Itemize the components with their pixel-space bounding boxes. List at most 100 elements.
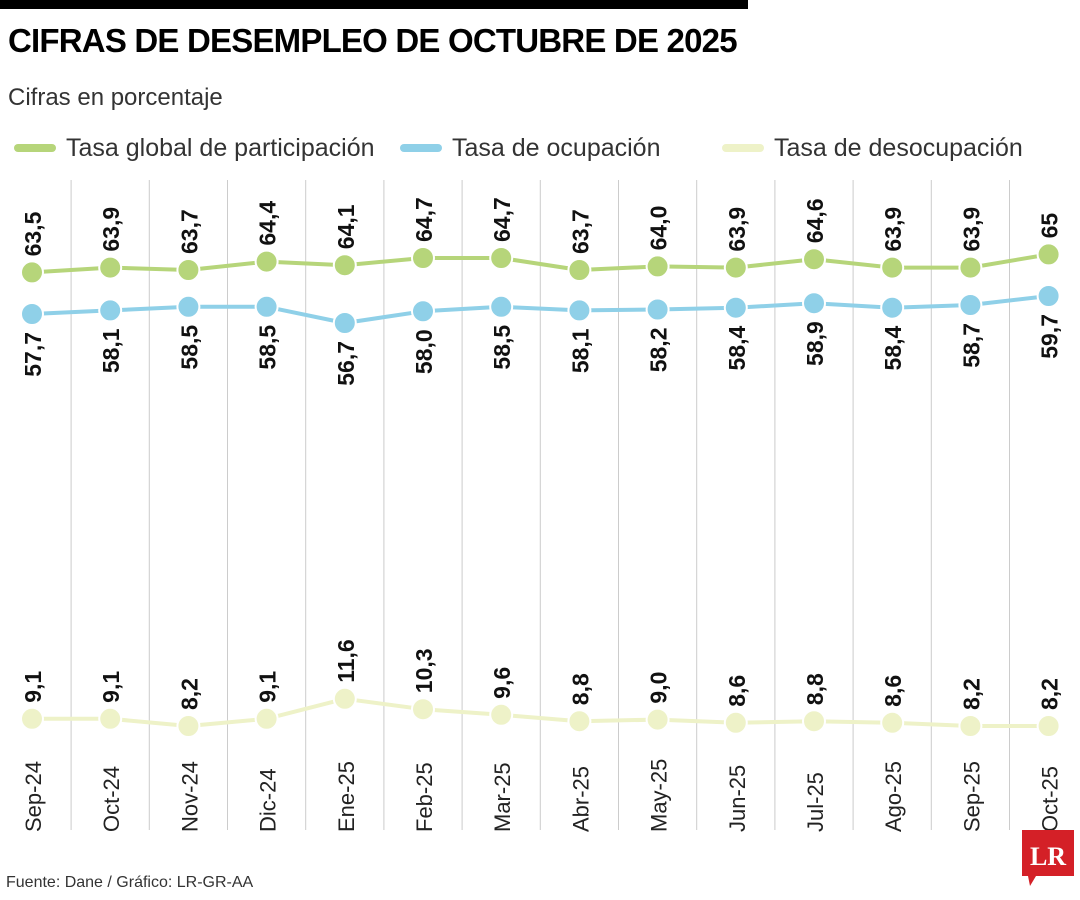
data-label-ocupacion: 59,7 [1037, 314, 1063, 359]
data-point-global [411, 246, 435, 270]
data-point-desocupacion [332, 686, 357, 711]
x-tick-label: Sep-25 [959, 761, 984, 832]
top-rule [0, 0, 748, 9]
data-point-desocupacion [958, 714, 983, 738]
data-label-desocupacion: 8,2 [176, 678, 202, 710]
x-tick-label: Dic-24 [256, 768, 281, 832]
data-point-global [332, 253, 357, 278]
series-line-global [31, 252, 1049, 275]
legend-label-global: Tasa global de participación [66, 133, 375, 162]
data-label-ocupacion: 58,4 [724, 325, 750, 370]
data-label-global: 64,7 [411, 197, 437, 242]
data-point-desocupacion [411, 697, 435, 722]
chart-title: CIFRAS DE DESEMPLEO DE OCTUBRE DE 2025 [8, 22, 738, 59]
data-point-desocupacion [645, 707, 670, 732]
x-tick-label: Nov-24 [177, 761, 202, 832]
data-point-ocupacion [98, 298, 123, 323]
data-point-global [20, 260, 44, 285]
data-label-global: 63,9 [958, 207, 984, 252]
data-point-desocupacion [489, 702, 514, 727]
data-label-ocupacion: 58,5 [489, 325, 515, 370]
x-tick-label: Oct-24 [99, 766, 124, 832]
data-label-ocupacion: 57,7 [20, 332, 46, 377]
data-label-global: 64,4 [255, 201, 281, 246]
legend-item-global: Tasa global de participación [14, 128, 375, 168]
data-label-ocupacion: 58,0 [411, 329, 437, 374]
data-label-ocupacion: 56,7 [333, 341, 359, 386]
data-label-global: 63,9 [724, 207, 750, 252]
data-point-global [176, 258, 201, 282]
data-label-desocupacion: 9,0 [646, 672, 672, 704]
x-tick-label: Jul-25 [803, 772, 828, 832]
data-point-global [723, 255, 748, 280]
data-label-desocupacion: 9,6 [489, 667, 515, 699]
data-label-desocupacion: 8,6 [880, 675, 906, 707]
data-point-desocupacion [1036, 714, 1061, 738]
data-point-desocupacion [567, 709, 592, 734]
data-point-ocupacion [20, 302, 44, 326]
data-label-ocupacion: 58,9 [802, 321, 828, 366]
x-tick-label: Abr-25 [568, 766, 593, 832]
data-label-ocupacion: 58,5 [176, 325, 202, 370]
x-tick-label: Mar-25 [490, 762, 515, 832]
data-point-global [880, 255, 905, 280]
data-label-global: 64,1 [333, 204, 359, 249]
x-tick-label: Feb-25 [412, 762, 437, 832]
data-point-global [489, 246, 514, 270]
lr-logo: LR [1022, 830, 1074, 886]
data-label-desocupacion: 9,1 [255, 671, 281, 703]
data-point-desocupacion [98, 706, 123, 731]
legend-item-ocupacion: Tasa de ocupación [400, 128, 660, 168]
data-label-desocupacion: 9,1 [20, 671, 46, 703]
data-label-ocupacion: 58,1 [567, 328, 593, 373]
data-point-ocupacion [958, 293, 983, 317]
data-point-global [645, 254, 670, 279]
data-point-ocupacion [411, 299, 435, 324]
logo-shape [1022, 830, 1074, 886]
data-point-desocupacion [723, 710, 748, 735]
data-point-desocupacion [254, 706, 279, 731]
data-label-desocupacion: 8,8 [567, 673, 593, 705]
data-point-ocupacion [489, 294, 514, 319]
data-point-ocupacion [1036, 284, 1061, 308]
data-point-desocupacion [176, 714, 201, 738]
data-point-global [254, 249, 279, 274]
x-tick-label: Ene-25 [334, 761, 359, 832]
data-point-ocupacion [567, 298, 592, 323]
legend-item-desocupacion: Tasa de desocupación [722, 128, 1023, 168]
data-point-global [567, 258, 592, 282]
data-point-ocupacion [723, 295, 748, 320]
data-label-global: 64,0 [646, 206, 672, 251]
data-point-ocupacion [254, 294, 279, 319]
series-line-desocupacion [32, 696, 1049, 728]
x-tick-label: Sep-24 [21, 761, 46, 832]
data-label-global: 65 [1037, 213, 1063, 239]
data-label-ocupacion: 58,2 [646, 328, 672, 373]
data-label-global: 63,7 [176, 209, 202, 254]
data-label-desocupacion: 8,8 [802, 673, 828, 705]
x-tick-label: Ago-25 [881, 761, 906, 832]
legend: Tasa global de participación Tasa de ocu… [0, 128, 1080, 168]
data-label-desocupacion: 11,6 [333, 639, 359, 683]
data-label-global: 63,9 [880, 207, 906, 252]
series-line-ocupacion [31, 294, 1049, 325]
data-point-global [802, 247, 826, 272]
legend-label-ocupacion: Tasa de ocupación [452, 133, 661, 162]
data-label-desocupacion: 10,3 [411, 648, 437, 693]
data-point-ocupacion [880, 295, 905, 320]
data-label-global: 64,6 [802, 198, 828, 243]
data-label-global: 63,5 [20, 211, 46, 256]
logo-text: LR [1030, 842, 1066, 871]
x-tick-label: Jun-25 [725, 765, 750, 832]
data-label-desocupacion: 8,2 [1037, 678, 1063, 710]
data-point-ocupacion [645, 297, 670, 322]
legend-swatch-desocupacion [722, 144, 764, 152]
data-point-ocupacion [332, 311, 357, 335]
data-label-ocupacion: 58,7 [958, 323, 984, 368]
data-point-global [958, 255, 983, 280]
data-point-global [1036, 242, 1061, 267]
data-point-desocupacion [880, 710, 905, 735]
data-label-ocupacion: 58,5 [255, 325, 281, 370]
data-label-desocupacion: 8,6 [724, 675, 750, 707]
